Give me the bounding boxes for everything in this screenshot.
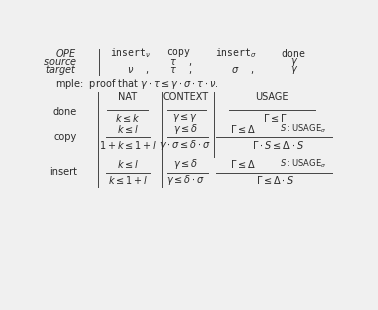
Text: $\mathtt{insert}_{\sigma}$: $\mathtt{insert}_{\sigma}$: [215, 46, 256, 60]
Text: copy: copy: [53, 132, 77, 142]
Text: $k \leq k$: $k \leq k$: [115, 112, 141, 124]
Text: $\Gamma \leq \Delta$: $\Gamma \leq \Delta$: [230, 123, 256, 135]
Text: $\mathit{source}$: $\mathit{source}$: [43, 56, 77, 67]
Text: $\gamma$: $\gamma$: [290, 64, 298, 76]
Text: $k \leq 1+l$: $k \leq 1+l$: [108, 175, 148, 186]
Text: $\mathit{OPE}$: $\mathit{OPE}$: [55, 47, 77, 60]
Text: $\mathit{target}$: $\mathit{target}$: [45, 63, 77, 77]
Text: $\tau$: $\tau$: [169, 57, 177, 67]
Text: $\mathtt{done}$: $\mathtt{done}$: [281, 47, 306, 60]
Text: $\gamma \leq \delta$: $\gamma \leq \delta$: [173, 122, 198, 136]
Text: done: done: [53, 107, 77, 117]
Text: $S : \mathrm{USAGE}_{\sigma}$: $S : \mathrm{USAGE}_{\sigma}$: [280, 122, 326, 135]
Text: ,: ,: [188, 57, 191, 67]
Text: $k \leq l$: $k \leq l$: [117, 158, 139, 170]
Text: $\Gamma \leq \Delta \cdot S$: $\Gamma \leq \Delta \cdot S$: [256, 175, 295, 186]
Text: insert: insert: [49, 167, 77, 177]
Text: USAGE: USAGE: [255, 92, 289, 102]
Text: ,: ,: [250, 65, 253, 75]
Text: $\sigma$: $\sigma$: [231, 65, 240, 75]
Text: $\gamma \cdot \sigma \leq \delta \cdot \sigma$: $\gamma \cdot \sigma \leq \delta \cdot \…: [159, 138, 211, 152]
Text: $\tau$: $\tau$: [169, 65, 177, 75]
Text: $\Gamma \cdot S \leq \Delta \cdot S$: $\Gamma \cdot S \leq \Delta \cdot S$: [252, 139, 304, 151]
Text: $\gamma \leq \gamma$: $\gamma \leq \gamma$: [172, 112, 198, 124]
Text: $\mathtt{copy}$: $\mathtt{copy}$: [166, 47, 192, 60]
Text: $\Gamma \leq \Delta$: $\Gamma \leq \Delta$: [230, 158, 256, 170]
Text: $\mathtt{insert}_{\nu}$: $\mathtt{insert}_{\nu}$: [110, 46, 152, 60]
Text: CONTEXT: CONTEXT: [162, 92, 208, 102]
Text: $\gamma$: $\gamma$: [290, 56, 298, 68]
Text: $1+k \leq 1+l$: $1+k \leq 1+l$: [99, 139, 157, 151]
Text: ,: ,: [188, 65, 191, 75]
Text: mple:  proof that $\gamma \cdot \tau \leq \gamma \cdot \sigma \cdot \tau \cdot \: mple: proof that $\gamma \cdot \tau \leq…: [55, 77, 219, 91]
Text: $S : \mathrm{USAGE}_{\sigma}$: $S : \mathrm{USAGE}_{\sigma}$: [280, 158, 326, 170]
Text: $k \leq l$: $k \leq l$: [117, 123, 139, 135]
Text: ,: ,: [145, 65, 148, 75]
Text: $\gamma \leq \delta$: $\gamma \leq \delta$: [173, 157, 198, 171]
Text: $\gamma \leq \delta \cdot \sigma$: $\gamma \leq \delta \cdot \sigma$: [166, 173, 205, 188]
Text: $\nu$: $\nu$: [127, 65, 135, 75]
Text: NAT: NAT: [118, 92, 138, 102]
Text: $\Gamma \leq \Gamma$: $\Gamma \leq \Gamma$: [263, 112, 288, 124]
